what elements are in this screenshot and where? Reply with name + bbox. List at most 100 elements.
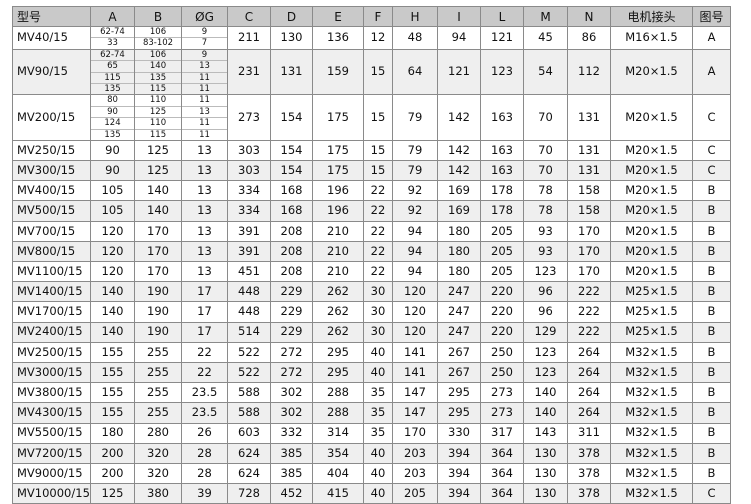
- value-cell: 522: [227, 341, 271, 363]
- value-cell: 70: [523, 160, 568, 182]
- value-cell: 272: [270, 361, 313, 384]
- sub-values-cell: 110 125 110 115: [134, 94, 182, 141]
- value-cell: 303: [227, 139, 271, 162]
- model-cell: MV1400/15: [12, 281, 91, 303]
- value-cell: 130: [523, 442, 568, 464]
- model-cell: MV500/15: [12, 200, 91, 222]
- value-cell: 175: [312, 139, 364, 162]
- value-cell: 131: [567, 160, 611, 182]
- value-cell: 143: [523, 422, 568, 444]
- table-row: MV9000/15 200 320 28 624 385 404 40 203 394 364 130…: [12, 462, 731, 485]
- sub-value: 9: [182, 27, 227, 39]
- sub-value: 33: [107, 38, 118, 49]
- sub-value: 11: [182, 73, 227, 84]
- value-cell: 588: [227, 402, 271, 424]
- value-cell: 205: [480, 240, 524, 263]
- value-cell: M32×1.5: [610, 462, 693, 485]
- value-cell: B: [692, 220, 731, 242]
- value-cell: 155: [90, 341, 135, 363]
- sub-value: 83-102: [142, 38, 174, 49]
- value-cell: 141: [392, 341, 438, 363]
- value-cell: 222: [567, 321, 611, 343]
- value-cell: 163: [480, 139, 524, 162]
- value-cell: 17: [181, 281, 228, 303]
- value-cell: 178: [480, 200, 524, 222]
- value-cell: 120: [90, 220, 135, 242]
- value-cell: 210: [312, 261, 364, 283]
- value-cell: 255: [134, 341, 182, 363]
- value-cell: 136: [312, 26, 364, 50]
- value-cell: M25×1.5: [610, 281, 693, 303]
- value-cell: 78: [523, 200, 568, 222]
- value-cell: 15: [363, 94, 393, 141]
- value-cell: C: [692, 94, 731, 141]
- model-cell: MV3800/15: [12, 382, 91, 404]
- value-cell: 320: [134, 462, 182, 485]
- value-cell: 94: [392, 240, 438, 263]
- value-cell: 140: [523, 382, 568, 404]
- value-cell: 314: [312, 422, 364, 444]
- value-cell: 159: [312, 48, 364, 96]
- value-cell: A: [692, 26, 731, 50]
- value-cell: 70: [523, 94, 568, 141]
- table-row: MV500/15 105 140 13 334 168 196 22 92 169 178 78 158…: [12, 200, 731, 222]
- value-cell: 12: [363, 26, 393, 50]
- value-cell: 90: [90, 139, 135, 162]
- value-cell: 169: [437, 200, 481, 222]
- value-cell: M32×1.5: [610, 422, 693, 444]
- value-cell: 222: [567, 281, 611, 303]
- value-cell: B: [692, 321, 731, 343]
- sub-value: 125: [135, 107, 181, 119]
- value-cell: B: [692, 180, 731, 202]
- value-cell: 140: [134, 200, 182, 222]
- value-cell: 288: [312, 402, 364, 424]
- value-cell: 140: [90, 321, 135, 343]
- value-cell: 140: [134, 180, 182, 202]
- value-cell: 70: [523, 139, 568, 162]
- sub-value: 13: [182, 107, 227, 119]
- sub-value: 13: [182, 61, 227, 73]
- value-cell: 129: [523, 321, 568, 343]
- sub-values-cell: 80 90 124 135: [90, 94, 135, 141]
- value-cell: 94: [392, 220, 438, 242]
- value-cell: 48: [392, 26, 438, 50]
- header-row: 型号 A B ØG C D E F H I L M N 电机接头 图号: [12, 6, 731, 27]
- value-cell: 180: [437, 240, 481, 263]
- value-cell: 220: [480, 321, 524, 343]
- value-cell: 78: [523, 180, 568, 202]
- value-cell: 391: [227, 220, 271, 242]
- column-header: L: [480, 6, 524, 27]
- value-cell: 332: [270, 422, 313, 444]
- value-cell: 93: [523, 240, 568, 263]
- value-cell: 13: [181, 200, 228, 222]
- value-cell: 247: [437, 321, 481, 343]
- value-cell: 394: [437, 442, 481, 464]
- value-cell: M20×1.5: [610, 48, 693, 96]
- table-row: MV2500/15 155 255 22 522 272 295 40 141 267 250 123…: [12, 341, 731, 363]
- sub-value: 135: [135, 73, 181, 84]
- value-cell: 163: [480, 160, 524, 182]
- value-cell: 40: [363, 442, 393, 464]
- sub-values-cell: 62-74 33: [90, 26, 135, 50]
- model-cell: MV2500/15: [12, 341, 91, 363]
- value-cell: 190: [134, 281, 182, 303]
- value-cell: M20×1.5: [610, 220, 693, 242]
- model-cell: MV250/15: [12, 139, 91, 162]
- value-cell: 30: [363, 281, 393, 303]
- value-cell: 302: [270, 382, 313, 404]
- sub-value: 9: [182, 50, 227, 62]
- value-cell: 317: [480, 422, 524, 444]
- value-cell: 267: [437, 341, 481, 363]
- value-cell: 123: [523, 341, 568, 363]
- value-cell: 229: [270, 281, 313, 303]
- value-cell: 273: [227, 94, 271, 141]
- value-cell: 45: [523, 26, 568, 50]
- value-cell: 22: [181, 341, 228, 363]
- value-cell: 273: [480, 402, 524, 424]
- model-cell: MV300/15: [12, 160, 91, 182]
- value-cell: 40: [363, 341, 393, 363]
- value-cell: 26: [181, 422, 228, 444]
- value-cell: 295: [312, 341, 364, 363]
- value-cell: 123: [480, 48, 524, 96]
